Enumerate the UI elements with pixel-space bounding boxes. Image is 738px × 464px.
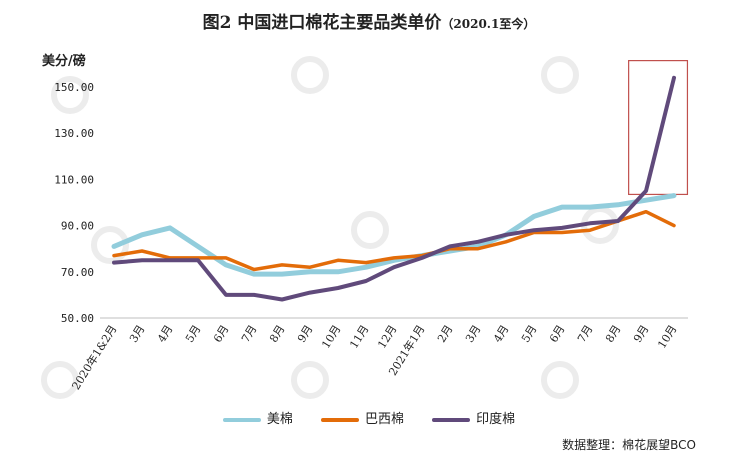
legend-swatch-brazil-cotton	[320, 417, 359, 422]
watermark-logo	[41, 361, 79, 399]
legend-label-india-cotton: 印度棉	[476, 412, 516, 427]
watermark-logo-ring	[51, 76, 89, 114]
x-tick-label: 4月	[155, 323, 176, 345]
x-tick-label: 8月	[603, 323, 624, 345]
data-source-note: 数据整理：棉花展望BCO	[562, 438, 696, 452]
chart-subtitle: （2020.1至今）	[441, 17, 536, 31]
watermark-logo-ring	[291, 56, 329, 94]
y-tick-label: 130.00	[54, 127, 94, 140]
x-tick-label: 10月	[655, 323, 679, 351]
x-tick-label: 4月	[491, 323, 512, 345]
chart-title-text: 图2 中国进口棉花主要品类单价	[202, 13, 442, 33]
x-tick-label: 9月	[631, 323, 652, 345]
x-tick-label: 12月	[375, 323, 399, 351]
x-tick-label: 3月	[127, 323, 148, 345]
legend-label-brazil-cotton: 巴西棉	[364, 412, 404, 427]
series-line-brazil-cotton	[112, 209, 676, 272]
watermark-logo-ring	[41, 361, 79, 399]
watermark-logo	[291, 56, 329, 94]
x-tick-label: 5月	[183, 323, 204, 345]
watermark-logo-ring	[91, 226, 129, 264]
x-tick-label: 7月	[575, 323, 596, 345]
x-tick-label: 10月	[319, 323, 343, 351]
watermark-logo-ring	[351, 211, 389, 249]
x-tick-label: 2月	[435, 323, 456, 345]
legend-swatch-india-cotton	[432, 417, 471, 422]
y-tick-label: 110.00	[54, 173, 94, 186]
chart-legend: 美棉 巴西棉 印度棉	[0, 408, 738, 427]
x-tick-label: 6月	[547, 323, 568, 345]
legend-item-us-cotton: 美棉	[222, 408, 293, 427]
legend-label-us-cotton: 美棉	[266, 412, 293, 427]
watermark-logo	[291, 361, 329, 399]
x-tick-label: 9月	[295, 323, 316, 345]
watermark-logo	[541, 56, 579, 94]
watermark-logo-ring	[291, 361, 329, 399]
legend-item-india-cotton: 印度棉	[432, 408, 515, 427]
y-axis-unit-label: 美分/磅	[42, 54, 86, 69]
x-tick-label: 7月	[239, 323, 260, 345]
watermark-logo-ring	[541, 361, 579, 399]
legend-swatch-us-cotton	[222, 417, 261, 422]
legend-item-brazil-cotton: 巴西棉	[320, 408, 404, 427]
x-tick-label: 8月	[267, 323, 288, 345]
y-tick-label: 50.00	[61, 312, 94, 325]
x-tick-label: 2020年1&2月	[69, 322, 120, 392]
y-tick-label: 150.00	[54, 81, 94, 94]
x-tick-label: 3月	[463, 323, 484, 345]
highlight-box	[628, 60, 689, 196]
series-line-us-cotton	[111, 193, 677, 277]
x-tick-label: 11月	[347, 323, 371, 351]
watermark-logo	[541, 361, 579, 399]
series-line-india-cotton	[112, 75, 676, 302]
y-tick-label: 90.00	[61, 220, 94, 233]
watermark-logo	[91, 226, 129, 264]
watermark-logo	[51, 76, 89, 114]
chart-title: 图2 中国进口棉花主要品类单价（2020.1至今）	[0, 8, 738, 33]
watermark-logo-ring	[541, 56, 579, 94]
watermark-logo	[351, 211, 389, 249]
x-tick-label: 5月	[519, 323, 540, 345]
x-tick-label: 6月	[211, 323, 232, 345]
y-tick-label: 70.00	[61, 266, 94, 279]
